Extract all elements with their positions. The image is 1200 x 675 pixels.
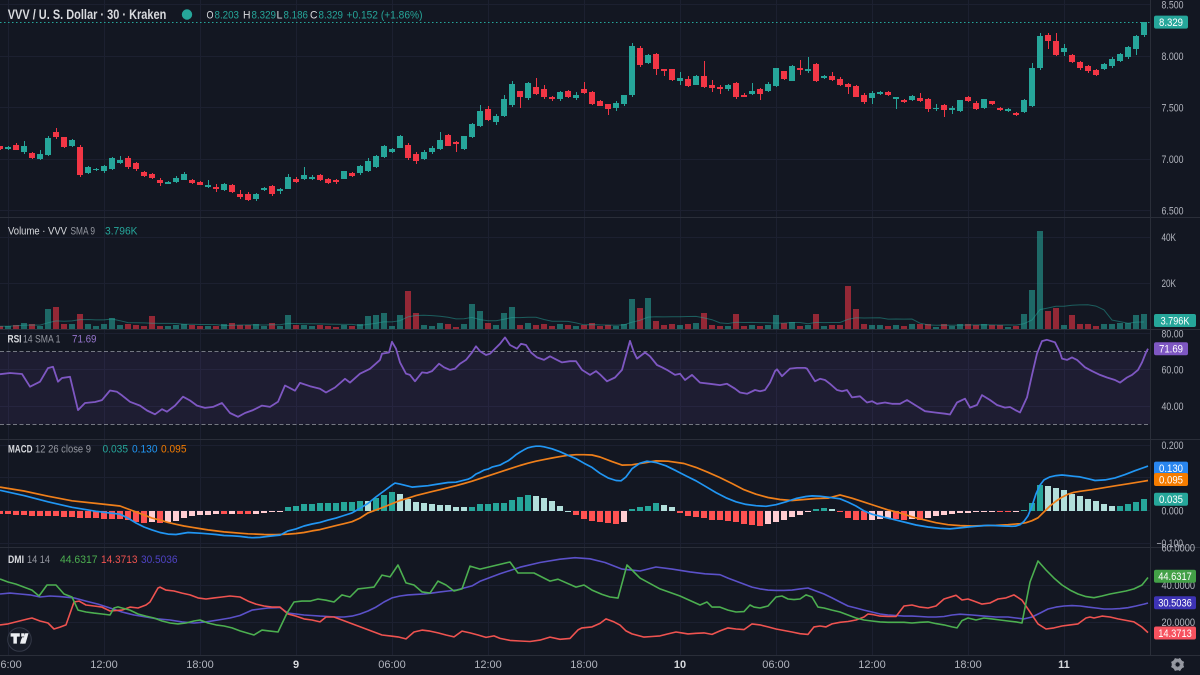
svg-text:8.500: 8.500 [1162, 0, 1184, 11]
svg-text:18:00: 18:00 [186, 659, 214, 671]
svg-text:8.329: 8.329 [252, 9, 277, 21]
svg-text:VVV / U. S. Dollar · 30 · Krak: VVV / U. S. Dollar · 30 · Kraken [8, 7, 167, 22]
svg-text:12:00: 12:00 [474, 659, 502, 671]
svg-text:60.0000: 60.0000 [1162, 542, 1196, 554]
svg-text:44.6317: 44.6317 [60, 554, 98, 566]
svg-text:10: 10 [674, 659, 686, 671]
svg-text:L: L [277, 9, 283, 21]
svg-text:14.3713: 14.3713 [1158, 628, 1192, 640]
svg-text:O: O [207, 9, 214, 21]
svg-text:9: 9 [293, 659, 299, 671]
svg-text:12 26 close 9: 12 26 close 9 [35, 444, 91, 456]
svg-text:12:00: 12:00 [90, 659, 118, 671]
svg-text:+0.152 (+1.86%): +0.152 (+1.86%) [347, 9, 423, 21]
svg-text:11: 11 [1058, 659, 1070, 671]
svg-text:06:00: 06:00 [0, 659, 22, 671]
svg-text:MACD: MACD [8, 444, 33, 456]
svg-text:8.329: 8.329 [319, 9, 344, 21]
svg-text:0.035: 0.035 [1159, 494, 1183, 506]
svg-text:7.500: 7.500 [1162, 102, 1184, 114]
svg-text:30.5036: 30.5036 [1158, 598, 1192, 610]
svg-text:0.000: 0.000 [1162, 505, 1184, 517]
svg-text:40.00: 40.00 [1162, 401, 1184, 413]
svg-text:−0.100: −0.100 [1157, 538, 1184, 550]
svg-text:0.200: 0.200 [1162, 440, 1184, 452]
svg-text:8.186: 8.186 [284, 9, 309, 21]
svg-text:0.130: 0.130 [1159, 463, 1183, 475]
svg-text:12:00: 12:00 [858, 659, 886, 671]
svg-text:14.3713: 14.3713 [101, 554, 138, 566]
svg-text:60.00: 60.00 [1162, 365, 1184, 377]
svg-text:3.796K: 3.796K [105, 226, 138, 238]
svg-text:8.000: 8.000 [1162, 51, 1184, 63]
svg-text:30.5036: 30.5036 [141, 554, 178, 566]
svg-text:0.095: 0.095 [1159, 474, 1183, 486]
svg-text:7.000: 7.000 [1162, 154, 1184, 166]
svg-text:14 14: 14 14 [27, 554, 50, 566]
svg-text:40K: 40K [1162, 232, 1177, 244]
svg-text:Volume · VVV: Volume · VVV [8, 226, 68, 238]
svg-text:C: C [310, 9, 318, 21]
svg-text:3.796K: 3.796K [1161, 315, 1190, 327]
svg-text:71.69: 71.69 [72, 334, 97, 346]
svg-text:0.095: 0.095 [161, 444, 187, 456]
svg-text:8.329: 8.329 [1159, 17, 1183, 29]
svg-text:14 SMA 1: 14 SMA 1 [23, 334, 61, 346]
svg-text:0.130: 0.130 [132, 444, 158, 456]
svg-text:71.69: 71.69 [1159, 344, 1183, 356]
svg-text:44.6317: 44.6317 [1158, 571, 1192, 583]
svg-text:0.035: 0.035 [103, 444, 129, 456]
svg-text:18:00: 18:00 [954, 659, 982, 671]
svg-text:DMI: DMI [8, 554, 24, 566]
svg-text:H: H [243, 9, 251, 21]
svg-text:RSI: RSI [8, 334, 22, 346]
svg-text:06:00: 06:00 [378, 659, 406, 671]
svg-text:06:00: 06:00 [762, 659, 790, 671]
svg-text:80.00: 80.00 [1162, 328, 1184, 340]
svg-text:18:00: 18:00 [570, 659, 598, 671]
svg-text:SMA 9: SMA 9 [71, 226, 96, 238]
svg-text:20.0000: 20.0000 [1162, 617, 1196, 629]
svg-text:20K: 20K [1162, 278, 1177, 290]
svg-text:8.203: 8.203 [215, 9, 240, 21]
svg-text:6.500: 6.500 [1162, 205, 1184, 217]
